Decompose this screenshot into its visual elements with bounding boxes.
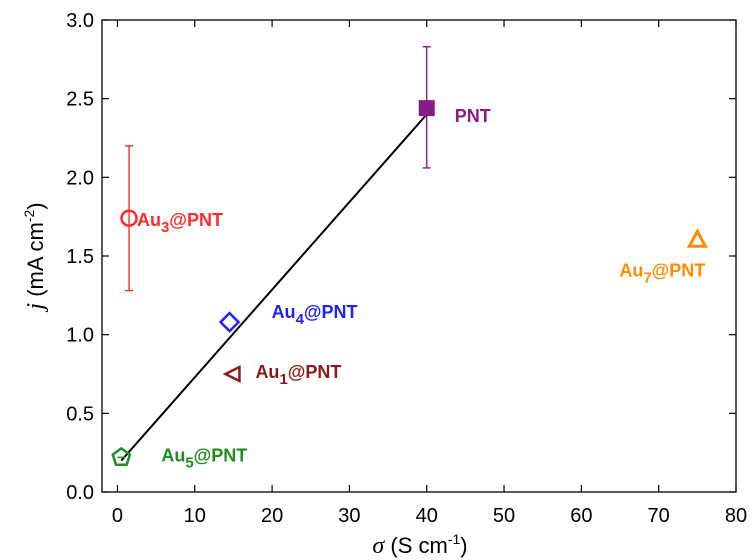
x-tick-label: 50 (493, 505, 515, 527)
x-axis-title: σ (S cm-1) (372, 531, 467, 559)
au4-label: Au4@PNT (272, 302, 358, 328)
x-tick-label: 10 (184, 505, 206, 527)
x-tick-label: 80 (725, 505, 747, 527)
x-tick-label: 20 (261, 505, 283, 527)
y-tick-label: 1.0 (66, 325, 94, 347)
au5-marker (111, 446, 132, 466)
y-axis-title: j (mA cm-2) (21, 202, 49, 312)
fit-line (120, 113, 428, 462)
y-tick-label: 2.0 (66, 167, 94, 189)
au1-label: Au1@PNT (255, 362, 341, 388)
x-tick-label: 60 (570, 505, 592, 527)
au7-marker (686, 228, 708, 248)
pnt-label: PNT (455, 106, 491, 126)
au4-marker (218, 311, 241, 333)
y-tick-label: 1.5 (66, 246, 94, 268)
x-tick-label: 30 (338, 505, 360, 527)
x-tick-label: 40 (416, 505, 438, 527)
plot-frame (101, 19, 737, 493)
au3-marker (120, 209, 138, 227)
y-tick-label: 0.0 (66, 482, 94, 504)
y-tick-label: 0.5 (66, 403, 94, 425)
au1-marker (222, 364, 241, 384)
au5-label: Au5@PNT (161, 445, 247, 471)
y-tick-label: 2.5 (66, 89, 94, 111)
x-tick-label: 70 (648, 505, 670, 527)
pnt-marker (418, 100, 435, 117)
x-tick-label: 0 (112, 505, 123, 527)
y-tick-label: 3.0 (66, 10, 94, 32)
au7-label: Au7@PNT (619, 260, 705, 286)
au3-label: Au3@PNT (137, 210, 223, 236)
